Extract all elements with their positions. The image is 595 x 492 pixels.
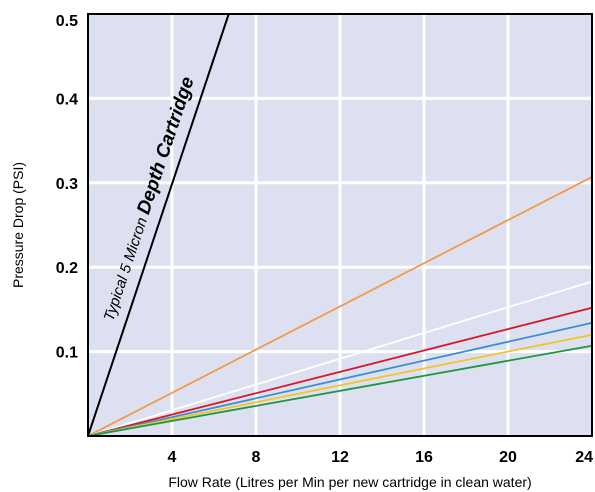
tick-labels: 4 8 12 16 20 24 0.1 0.2 0.3 0.4 0.5 — [56, 13, 593, 466]
y-tick-label-0.4: 0.4 — [56, 91, 78, 108]
y-tick-label-0.3: 0.3 — [56, 176, 78, 193]
y-tick-label-0.2: 0.2 — [56, 260, 78, 277]
x-tick-label-4: 4 — [168, 449, 177, 466]
y-tick-label-0.5: 0.5 — [56, 13, 78, 30]
series-line-4 — [87, 306, 593, 437]
series-line-3 — [87, 280, 593, 437]
plot-frame — [87, 13, 593, 437]
x-axis-label: Flow Rate (Litres per Min per new cartri… — [168, 474, 531, 490]
series-lines — [87, 13, 593, 437]
series-line-2 — [87, 176, 593, 437]
series-line-6 — [87, 333, 593, 437]
series-line-1 — [87, 13, 230, 437]
series-line-5 — [87, 322, 593, 437]
x-tick-label-12: 12 — [331, 449, 349, 466]
x-tick-label-8: 8 — [252, 449, 261, 466]
x-tick-label-20: 20 — [499, 449, 517, 466]
y-tick-label-0.1: 0.1 — [56, 345, 78, 362]
x-tick-label-24: 24 — [575, 449, 593, 466]
series-line-7 — [87, 344, 593, 437]
x-tick-label-16: 16 — [415, 449, 433, 466]
y-axis-label: Pressure Drop (PSI) — [10, 162, 26, 288]
